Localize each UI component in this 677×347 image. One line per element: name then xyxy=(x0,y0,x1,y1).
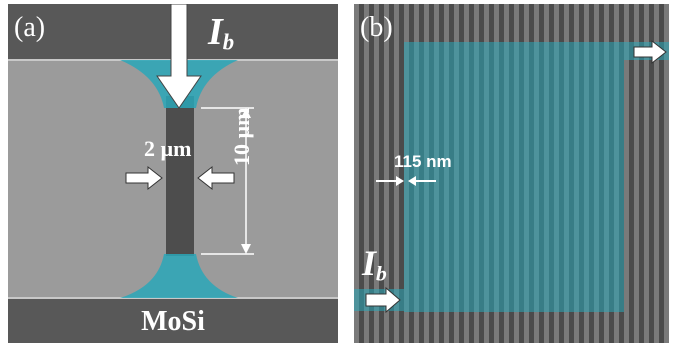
width-arrow-left-icon xyxy=(125,165,163,191)
panel-b-letter: (b) xyxy=(360,12,393,43)
output-arrow-icon xyxy=(633,39,667,65)
panel-a-letter: (a) xyxy=(14,12,46,43)
width-arrow-right-icon xyxy=(197,165,235,191)
meander-graphic xyxy=(354,4,669,343)
length-label: 10 µm xyxy=(229,107,254,166)
panel-a-microbridge-image: (a) Ib 2 µm 10 µm MoSi xyxy=(8,4,338,343)
panel-a-current-label: Ib xyxy=(208,11,235,55)
pitch-arrow-right-icon xyxy=(408,176,416,186)
pitch-label: 115 nm xyxy=(394,152,452,171)
panel-b-meander-image: (b) Ib 115 nm xyxy=(354,4,669,343)
material-label: MoSi xyxy=(141,306,205,337)
bottom-contact-highlight xyxy=(120,254,238,298)
pitch-arrow-left-icon xyxy=(396,176,404,186)
microbridge-graphic xyxy=(8,4,338,343)
panel-b-current-label: Ib xyxy=(362,243,387,286)
input-arrow-icon xyxy=(365,286,401,314)
current-arrow-icon xyxy=(156,4,202,109)
bridge-channel xyxy=(166,96,194,256)
width-label: 2 µm xyxy=(144,136,192,161)
meander-highlight xyxy=(404,42,624,312)
